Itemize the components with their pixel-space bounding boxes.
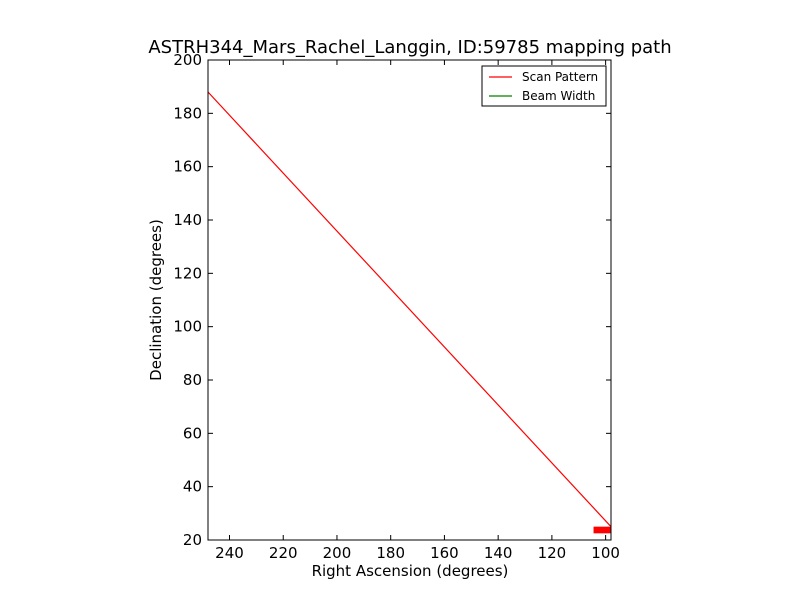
axes-frame — [207, 59, 612, 541]
x-tick-label: 100 — [591, 544, 620, 562]
y-tick-label: 60 — [183, 424, 202, 442]
x-tick-label: 220 — [269, 544, 298, 562]
legend-box — [481, 65, 607, 107]
x-tick-label: 240 — [215, 544, 244, 562]
legend: Scan Pattern Beam Width — [481, 65, 607, 107]
x-tick-label: 180 — [376, 544, 405, 562]
y-tick-label: 120 — [173, 264, 202, 282]
x-axis-label: Right Ascension (degrees) — [312, 562, 509, 580]
legend-label-scan-pattern: Scan Pattern — [522, 70, 598, 84]
x-tick-label: 200 — [323, 544, 352, 562]
y-tick-label: 160 — [173, 158, 202, 176]
x-tick-label: 140 — [484, 544, 513, 562]
scan-marker-0 — [593, 526, 611, 534]
y-tick-label: 20 — [183, 531, 202, 549]
y-tick-label: 140 — [173, 211, 202, 229]
y-axis-label: Declination (degrees) — [147, 219, 165, 381]
plot-area — [207, 91, 612, 534]
y-tick-label: 100 — [173, 318, 202, 336]
chart-title: ASTRH344_Mars_Rachel_Langgin, ID:59785 m… — [148, 37, 671, 58]
y-tick-label: 200 — [173, 51, 202, 69]
y-tick-label: 80 — [183, 371, 202, 389]
axis-ticks: 240 220 200 180 160 140 120 100 20 40 60 80 100 120 14… — [173, 51, 620, 562]
x-tick-label: 160 — [430, 544, 459, 562]
y-tick-label: 40 — [183, 478, 202, 496]
x-tick-label: 120 — [538, 544, 567, 562]
y-tick-label: 180 — [173, 104, 202, 122]
series-line-scan-pattern — [207, 91, 612, 528]
legend-label-beam-width: Beam Width — [522, 89, 595, 103]
